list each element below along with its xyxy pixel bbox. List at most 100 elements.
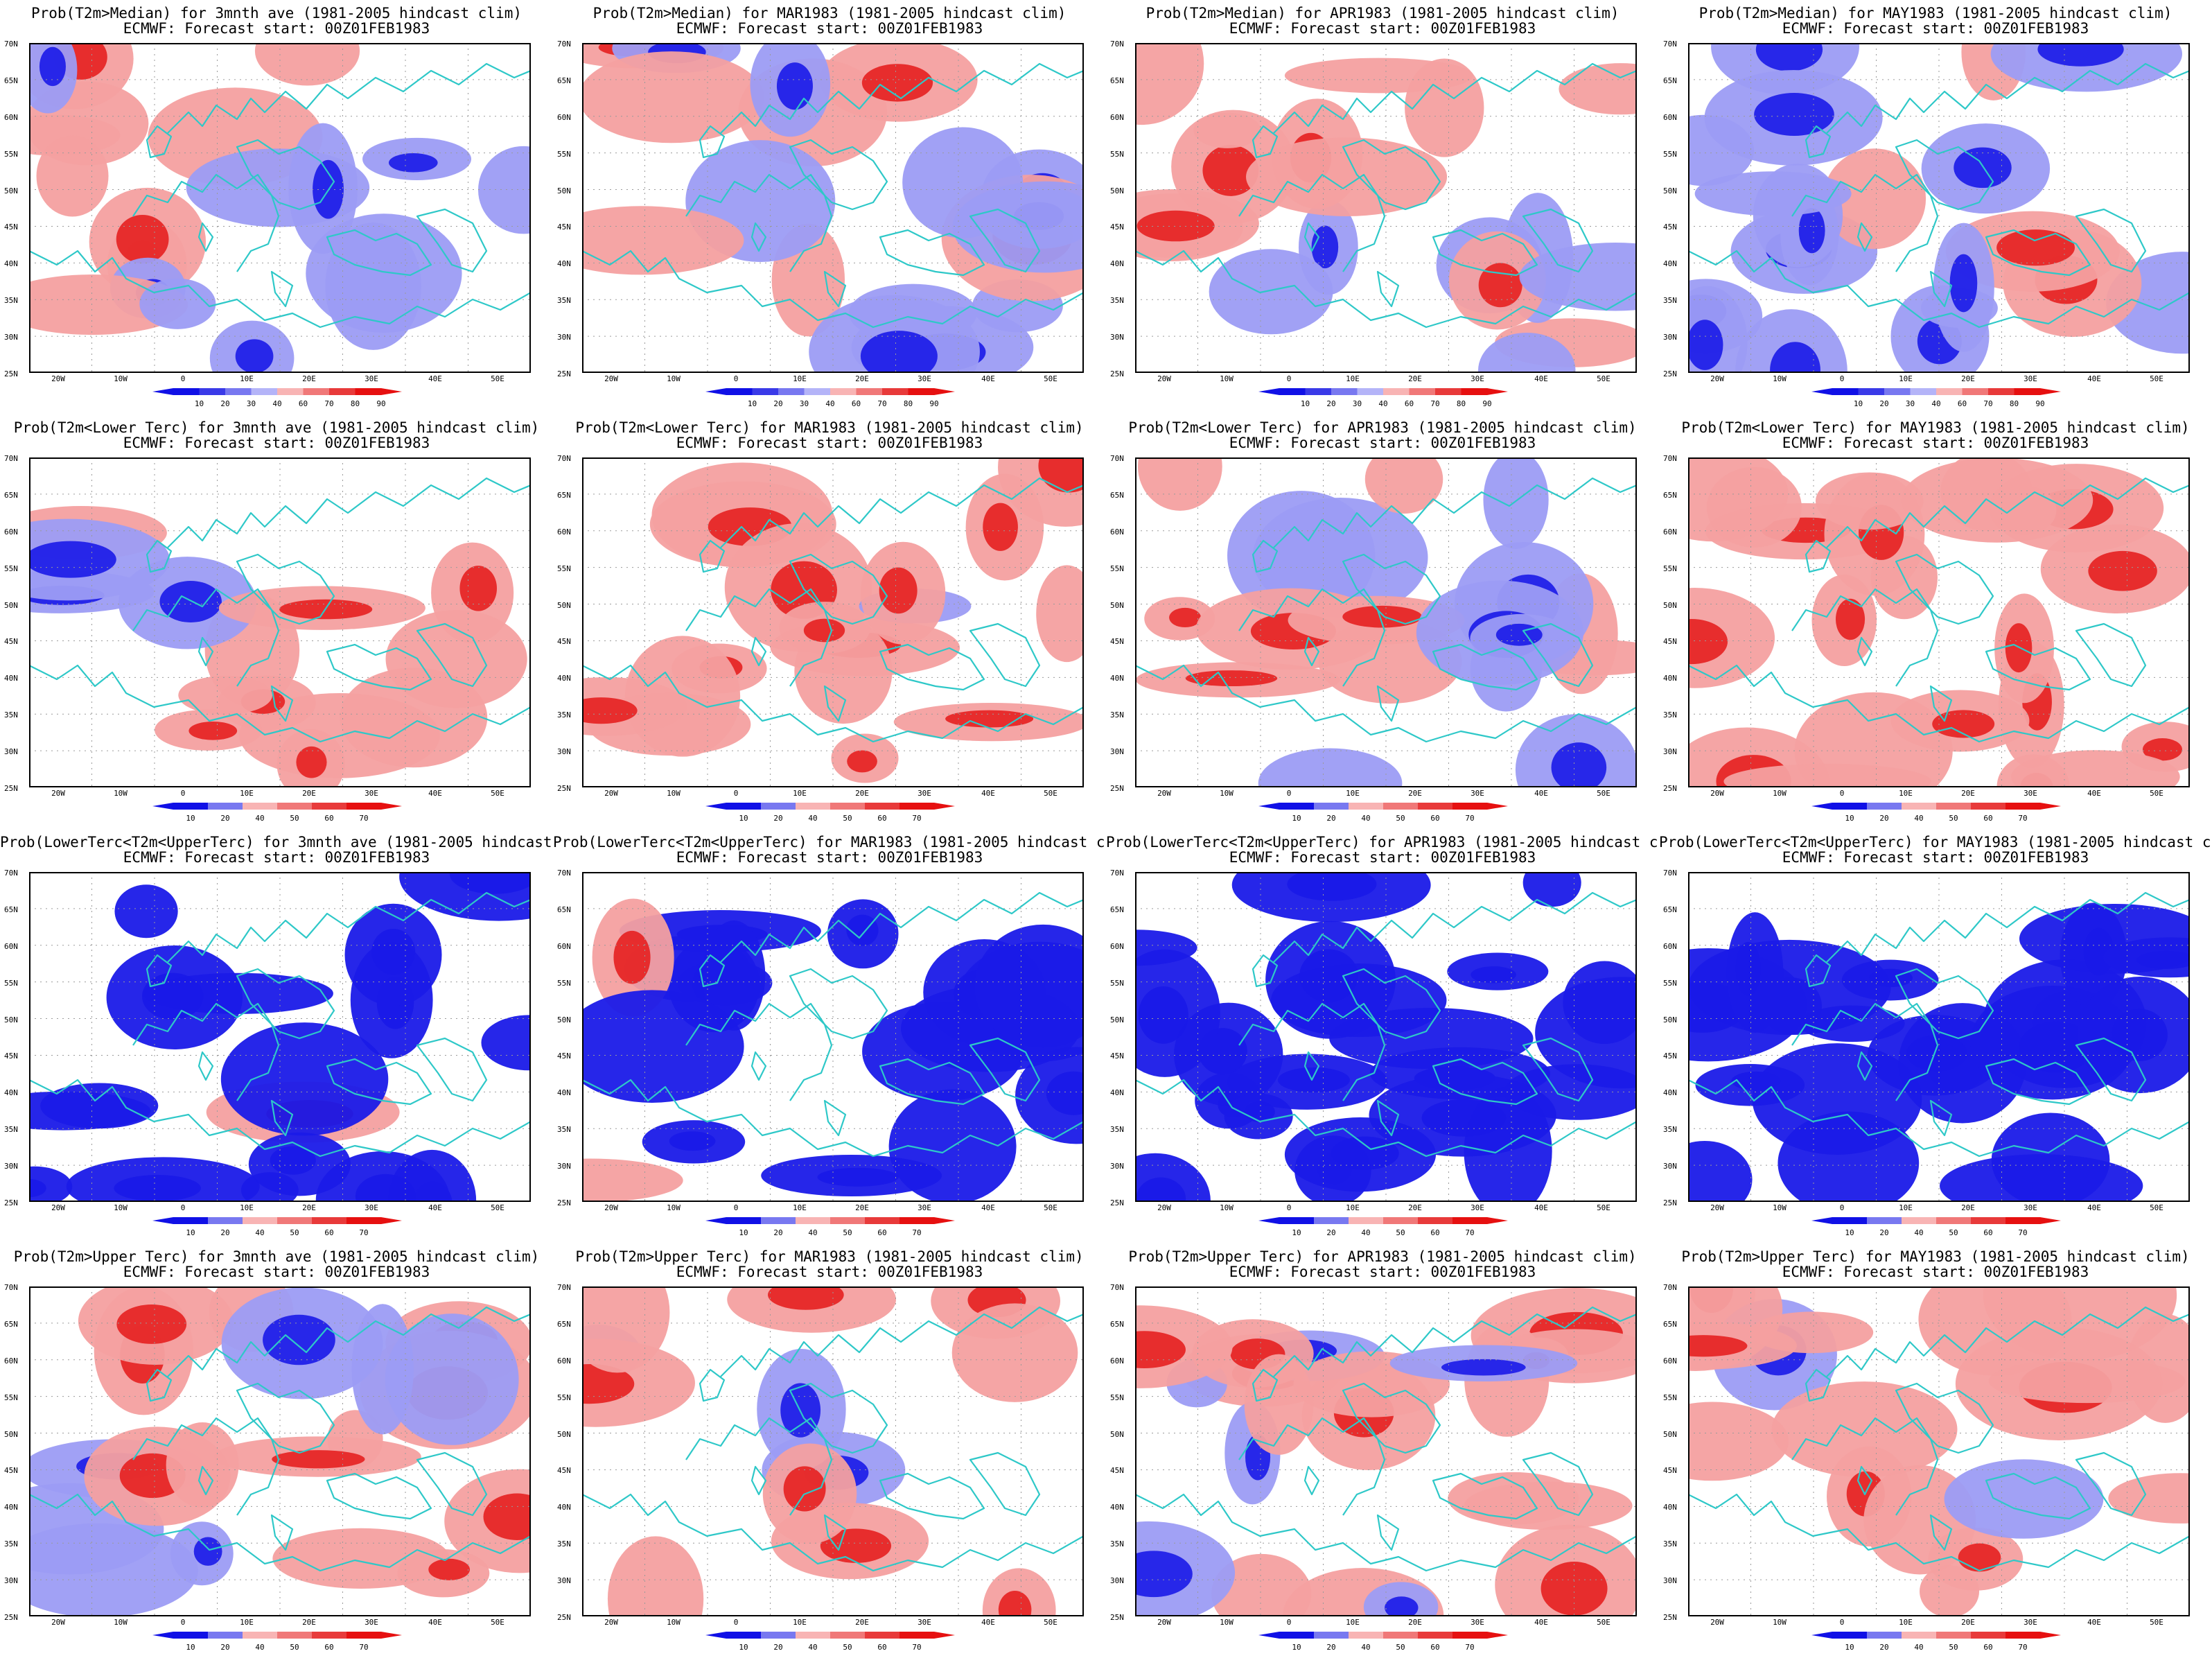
probability-region [2108, 1473, 2190, 1524]
coastline [1688, 664, 2190, 743]
probability-region [1688, 1402, 1789, 1481]
longitude-tick-label: 50E [2150, 1618, 2163, 1627]
coastline [1238, 1417, 1386, 1516]
colorbar-swatch [243, 1632, 277, 1639]
latitude-tick-label: 35N [1110, 1539, 1124, 1549]
latitude-tick-label: 35N [1110, 296, 1124, 306]
coastline [167, 62, 531, 134]
colorbar-swatch [1867, 1632, 1902, 1639]
coastline [1522, 1451, 1594, 1517]
colorbar-swatch [899, 803, 934, 810]
latitude-tick-label: 70N [557, 454, 571, 463]
colorbar-label: 40 [1361, 1228, 1370, 1237]
longitude-tick-label: 50E [491, 1203, 504, 1212]
colorbar-label: 20 [220, 1643, 229, 1652]
coastline [416, 1451, 488, 1517]
colorbar-swatch [1279, 388, 1306, 395]
colorbar-swatch [830, 803, 865, 810]
colorbar-swatch [726, 803, 761, 810]
longitude-tick-label: 10E [1346, 1203, 1360, 1212]
latitude-tick-label: 60N [4, 941, 18, 951]
probability-region-core [355, 1173, 416, 1202]
probability-region-core [1754, 93, 1834, 137]
coastline [146, 1368, 173, 1402]
longitude-tick-label: 50E [1044, 1203, 1057, 1212]
longitude-tick-label: 20E [855, 374, 869, 383]
probability-region-core [1169, 607, 1202, 628]
probability-region [1944, 1459, 2104, 1539]
probability-map [1688, 457, 2190, 787]
map-panel: Prob(T2m>Median) for APR1983 (1981-2005 … [1106, 0, 1659, 414]
colorbar-label: 80 [1457, 399, 1466, 408]
probability-region-core [270, 1146, 316, 1175]
probability-region-core [263, 1314, 335, 1365]
colorbar-label: 70 [1983, 399, 1992, 408]
probability-region-core [669, 1131, 716, 1151]
colorbar: 10 20 30 40 60 70 80 90 [705, 388, 955, 410]
probability-region-core [483, 1493, 531, 1540]
latitude-tick-label: 50N [557, 186, 571, 195]
longitude-tick-label: 20E [1408, 1618, 1422, 1627]
colorbar-label: 10 [1301, 399, 1310, 408]
colorbar-swatch [208, 803, 243, 810]
latitude-tick-label: 65N [4, 1319, 18, 1329]
longitude-tick-label: 0 [1286, 374, 1292, 383]
colorbar-swatch [1383, 1632, 1418, 1639]
coastline [1342, 1382, 1441, 1454]
colorbar-swatch [1832, 1217, 1867, 1224]
coastline [879, 643, 985, 691]
coastline [1135, 250, 1637, 329]
colorbar-swatch [1349, 1217, 1383, 1224]
probability-region [1227, 491, 1376, 620]
probability-region-core [193, 1537, 222, 1566]
colorbar-swatch [778, 388, 805, 395]
colorbar-label: 80 [351, 399, 360, 408]
coastline [720, 891, 1084, 963]
latitude-tick-label: 40N [4, 1503, 18, 1512]
latitude-tick-label: 25N [557, 1198, 571, 1207]
longitude-tick-label: 20W [604, 1203, 618, 1212]
latitude-tick-label: 60N [1110, 112, 1124, 122]
longitude-tick-label: 30E [918, 374, 931, 383]
coastline [1791, 588, 1939, 687]
longitude-tick-label: 40E [981, 789, 995, 798]
colorbar-label: 10 [748, 399, 757, 408]
colorbar-label: 80 [904, 399, 913, 408]
colorbar-swatch [899, 1632, 934, 1639]
coastline [1895, 553, 1994, 625]
colorbar-label: 50 [1949, 1228, 1958, 1237]
coastline [720, 1306, 1084, 1377]
probability-region [1036, 565, 1084, 663]
latitude-tick-label: 60N [557, 112, 571, 122]
longitude-tick-label: 30E [365, 789, 378, 798]
latitude-tick-label: 25N [557, 784, 571, 793]
colorbar-swatch [2005, 1217, 2040, 1224]
map-panel: Prob(T2m<Lower Terc) for 3mnth ave (1981… [0, 414, 553, 829]
longitude-tick-label: 10E [793, 374, 807, 383]
coastline [789, 139, 888, 211]
panel-title: Prob(T2m<Lower Terc) for 3mnth ave (1981… [13, 419, 540, 436]
colorbar-label: 20 [1879, 1228, 1888, 1237]
colorbar-swatch [346, 1632, 381, 1639]
colorbar: 10 20 40 50 60 70 [152, 803, 402, 825]
coastline [29, 250, 531, 329]
probability-region-core [272, 1450, 365, 1469]
coastline [1135, 1079, 1637, 1158]
longitude-tick-label: 50E [1044, 789, 1057, 798]
colorbar-label: 10 [1292, 1643, 1301, 1652]
latitude-tick-label: 45N [557, 1051, 571, 1061]
colorbar-label: 70 [2018, 1228, 2027, 1237]
coastline [823, 1514, 847, 1551]
probability-region-core [1932, 710, 1995, 738]
coastline [1985, 643, 2091, 691]
latitude-tick-label: 30N [1110, 1576, 1124, 1586]
longitude-tick-label: 10E [240, 1618, 254, 1627]
map-panel: Prob(T2m>Upper Terc) for APR1983 (1981-2… [1106, 1244, 1659, 1658]
coastline [1432, 229, 1538, 277]
longitude-tick-label: 50E [491, 789, 504, 798]
colorbar-label: 40 [1378, 399, 1387, 408]
map-panel: Prob(T2m<Lower Terc) for MAY1983 (1981-2… [1659, 414, 2212, 829]
panel-subtitle: ECMWF: Forecast start: 00Z01FEB1983 [1229, 1264, 1536, 1280]
coastline [132, 588, 280, 687]
colorbar-swatch [1452, 803, 1487, 810]
